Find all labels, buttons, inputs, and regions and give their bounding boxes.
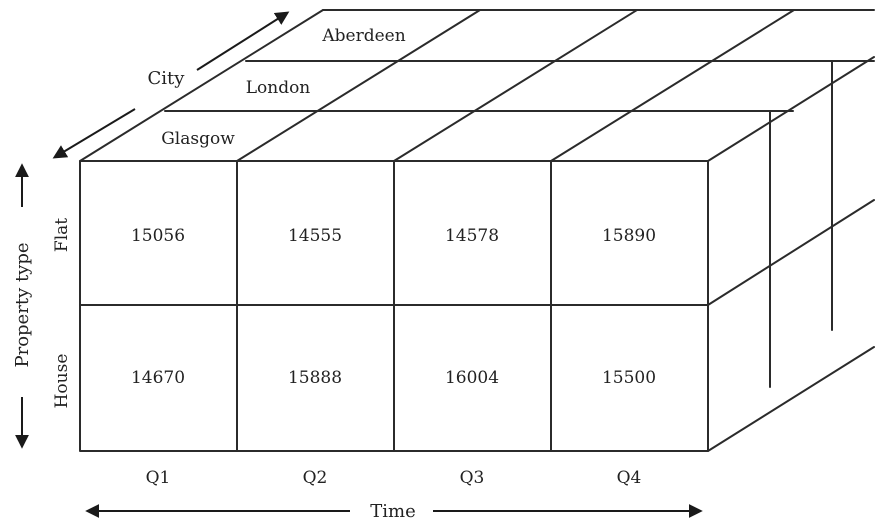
city-label-aberdeen: Aberdeen [321, 26, 405, 46]
time-axis-title: Time [370, 501, 415, 520]
cube-wireframe [79, 9, 875, 452]
quarter-labels: Q1 Q2 Q3 Q4 [146, 468, 642, 488]
city-axis-title: City [148, 68, 186, 89]
cell-house-q4: 15500 [602, 368, 656, 388]
right-diag-bottom [707, 346, 875, 452]
city-axis-arrow-upper [196, 11, 290, 71]
cell-flat-q3: 14578 [445, 226, 499, 246]
city-axis: City [52, 11, 290, 159]
quarter-label-q3: Q3 [460, 468, 485, 488]
city-label-london: London [246, 78, 311, 98]
time-axis: Time [85, 501, 703, 520]
right-diag-middle [707, 199, 875, 306]
property-type-labels: Flat House [52, 218, 72, 409]
quarter-label-q1: Q1 [146, 468, 171, 488]
cell-flat-q2: 14555 [288, 226, 342, 246]
property-axis-title: Property type [12, 242, 33, 367]
cell-values: 15056 14555 14578 15890 14670 15888 1600… [131, 226, 656, 388]
top-diag-4 [550, 9, 795, 162]
quarter-label-q4: Q4 [617, 468, 642, 488]
property-label-house: House [52, 354, 72, 409]
top-diag-1 [79, 9, 324, 162]
top-diag-3 [393, 9, 638, 162]
cell-flat-q1: 15056 [131, 226, 185, 246]
city-label-glasgow: Glasgow [161, 129, 235, 149]
cell-flat-q4: 15890 [602, 226, 656, 246]
cell-house-q2: 15888 [288, 368, 342, 388]
top-diag-5 [707, 56, 875, 162]
city-axis-arrow-lower [52, 108, 136, 159]
quarter-label-q2: Q2 [303, 468, 328, 488]
cell-house-q1: 14670 [131, 368, 185, 388]
city-labels: Glasgow London Aberdeen [161, 26, 405, 149]
top-diag-2 [236, 9, 481, 162]
property-label-flat: Flat [52, 218, 72, 252]
cell-house-q3: 16004 [445, 368, 499, 388]
property-type-axis: Property type [12, 163, 33, 449]
